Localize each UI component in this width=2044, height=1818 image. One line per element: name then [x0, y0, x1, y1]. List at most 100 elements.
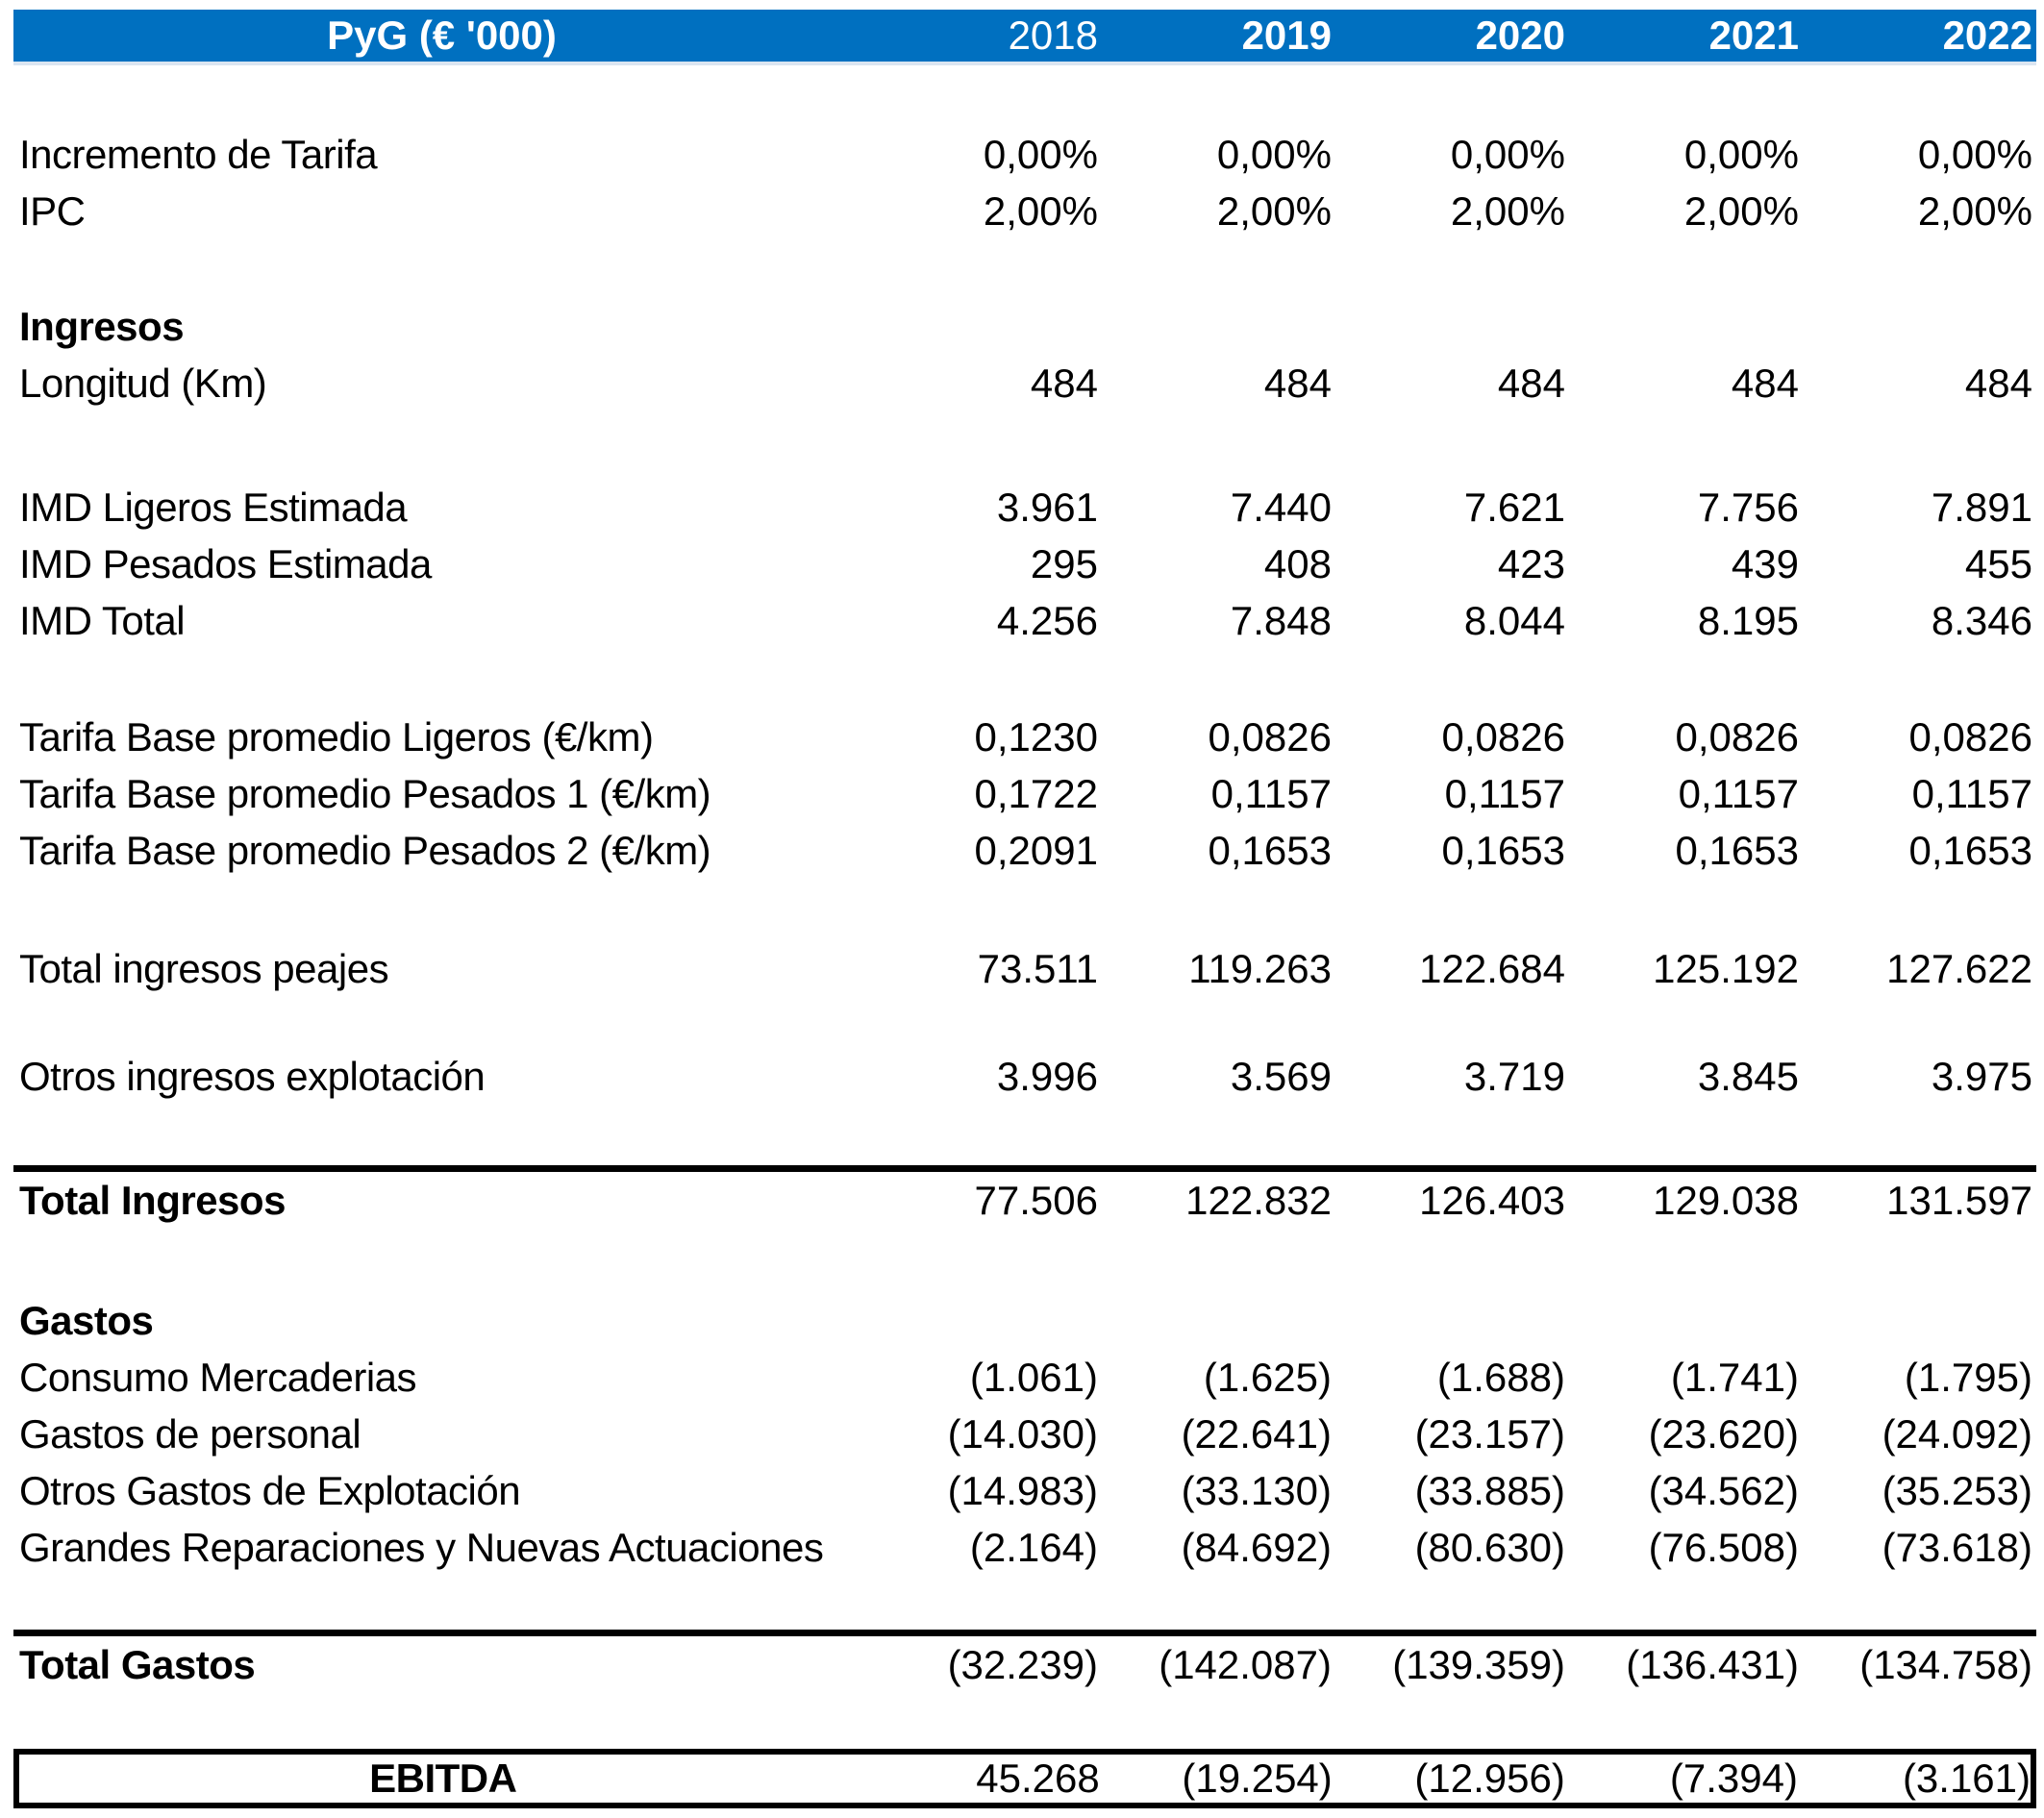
table-row: Total Gastos (32.239) (142.087) (139.359) (1…	[13, 1630, 2036, 1693]
table-row: IPC 2,00% 2,00% 2,00% 2,00% 2,00%	[13, 183, 2036, 239]
cell-value: 122.832	[1185, 1177, 1332, 1223]
cell-value: 484	[1030, 360, 1098, 406]
cell-value: 408	[1263, 540, 1332, 586]
cell-value: 0,1653	[1441, 827, 1565, 873]
cell-value: 484	[1731, 360, 1799, 406]
cell-value: 0,2091	[974, 827, 1098, 873]
table-row: Tarifa Base promedio Pesados 2 (€/km) 0,2…	[13, 822, 2036, 879]
cell-value: (134.758)	[1859, 1641, 2032, 1687]
cell-value: 8.195	[1697, 597, 1799, 643]
cell-value: 2,00%	[1683, 187, 1799, 234]
row-spacer	[13, 411, 2036, 479]
table-row: Grandes Reparaciones y Nuevas Actuacione…	[13, 1519, 2036, 1576]
row-spacer	[13, 1105, 2036, 1165]
table-row: Otros ingresos explotación 3.996 3.569 3.71…	[13, 1048, 2036, 1105]
table-row: EBITDA 45.268 (19.254) (12.956) (7.394) (3.16…	[13, 1749, 2036, 1808]
row-label: Total ingresos peajes	[19, 945, 389, 991]
row-spacer	[13, 1229, 2036, 1292]
table-title: PyG (€ '000)	[327, 12, 557, 58]
row-label: Otros Gastos de Explotación	[19, 1467, 521, 1513]
cell-value: (32.239)	[947, 1641, 1098, 1687]
row-spacer	[13, 1693, 2036, 1749]
year-header-2020: 2020	[1475, 12, 1565, 58]
cell-value: 125.192	[1653, 945, 1799, 991]
cell-value: (19.254)	[1182, 1756, 1333, 1801]
cell-value: 119.263	[1188, 945, 1332, 991]
cell-value: (136.431)	[1626, 1641, 1799, 1687]
table-header-row: PyG (€ '000) 2018 2019 2020 2021 2022	[13, 10, 2036, 65]
cell-value: 7.756	[1697, 484, 1799, 530]
table-row: IMD Ligeros Estimada 3.961 7.440 7.621 7.756…	[13, 479, 2036, 535]
cell-value: (3.161)	[1902, 1756, 2032, 1801]
cell-value: 3.996	[996, 1053, 1098, 1099]
cell-value: 0,1653	[1208, 827, 1332, 873]
cell-value: 0,0826	[1208, 713, 1332, 760]
cell-value: 484	[1497, 360, 1565, 406]
cell-value: (33.885)	[1414, 1467, 1565, 1513]
table-row: Consumo Mercaderias (1.061) (1.625) (1.688)…	[13, 1349, 2036, 1406]
year-header-2021: 2021	[1708, 12, 1799, 58]
cell-value: 3.569	[1230, 1053, 1332, 1099]
table-row: Gastos de personal (14.030) (22.641) (23.15…	[13, 1406, 2036, 1462]
cell-value: 8.044	[1463, 597, 1565, 643]
cell-value: 131.597	[1886, 1177, 2032, 1223]
cell-value: 77.506	[974, 1177, 1098, 1223]
year-header-2019: 2019	[1241, 12, 1332, 58]
cell-value: 423	[1497, 540, 1565, 586]
row-label: Longitud (Km)	[19, 360, 267, 406]
row-label: Gastos	[19, 1297, 154, 1343]
cell-value: 295	[1030, 540, 1098, 586]
table-row: Ingresos	[13, 298, 2036, 355]
row-label: Total Gastos	[19, 1641, 256, 1687]
cell-value: 45.268	[976, 1756, 1100, 1801]
cell-value: 455	[1964, 540, 2032, 586]
cell-value: (12.956)	[1414, 1756, 1565, 1801]
cell-value: (76.508)	[1648, 1524, 1799, 1570]
cell-value: 2,00%	[1917, 187, 2032, 234]
cell-value: 8.346	[1931, 597, 2032, 643]
cell-value: 3.845	[1697, 1053, 1799, 1099]
cell-value: (2.164)	[969, 1524, 1098, 1570]
cell-value: 0,00%	[983, 131, 1098, 177]
cell-value: 4.256	[996, 597, 1098, 643]
row-label: Incremento de Tarifa	[19, 131, 378, 177]
row-label: Tarifa Base promedio Pesados 1 (€/km)	[19, 770, 711, 816]
row-label: IMD Pesados Estimada	[19, 540, 432, 586]
cell-value: 0,00%	[1917, 131, 2032, 177]
row-spacer	[13, 239, 2036, 298]
table-row: Incremento de Tarifa 0,00% 0,00% 0,00% 0,00%…	[13, 126, 2036, 183]
table-row: Total ingresos peajes 73.511 119.263 122.68…	[13, 940, 2036, 997]
row-label: Grandes Reparaciones y Nuevas Actuacione…	[19, 1524, 824, 1570]
cell-value: 0,1722	[974, 770, 1098, 816]
table-row: Tarifa Base promedio Ligeros (€/km) 0,123…	[13, 709, 2036, 765]
cell-value: 2,00%	[983, 187, 1098, 234]
cell-value: 7.621	[1463, 484, 1565, 530]
cell-value: 2,00%	[1450, 187, 1565, 234]
row-spacer	[13, 649, 2036, 709]
row-spacer	[13, 65, 2036, 126]
cell-value: 0,0826	[1675, 713, 1799, 760]
cell-value: (1.795)	[1904, 1354, 2032, 1400]
row-spacer	[13, 1576, 2036, 1630]
table-row: Tarifa Base promedio Pesados 1 (€/km) 0,1…	[13, 765, 2036, 822]
cell-value: (33.130)	[1181, 1467, 1332, 1513]
row-label: IPC	[19, 187, 86, 234]
table-row: Gastos	[13, 1292, 2036, 1349]
cell-value: 2,00%	[1216, 187, 1332, 234]
row-label: IMD Ligeros Estimada	[19, 484, 408, 530]
row-label: Total Ingresos	[19, 1177, 286, 1223]
cell-value: 126.403	[1419, 1177, 1565, 1223]
cell-value: 129.038	[1653, 1177, 1799, 1223]
cell-value: (7.394)	[1669, 1756, 1798, 1801]
cell-value: 7.891	[1931, 484, 2032, 530]
cell-value: (1.061)	[969, 1354, 1098, 1400]
pyg-table: PyG (€ '000) 2018 2019 2020 2021 2022 In…	[13, 10, 2036, 1808]
row-spacer	[13, 997, 2036, 1048]
row-label: Tarifa Base promedio Pesados 2 (€/km)	[19, 827, 711, 873]
cell-value: (73.618)	[1882, 1524, 2032, 1570]
cell-value: 0,1157	[1678, 770, 1799, 816]
table-row: IMD Pesados Estimada 295 408 423 439 455	[13, 535, 2036, 592]
cell-value: 0,1653	[1675, 827, 1799, 873]
cell-value: 3.961	[996, 484, 1098, 530]
